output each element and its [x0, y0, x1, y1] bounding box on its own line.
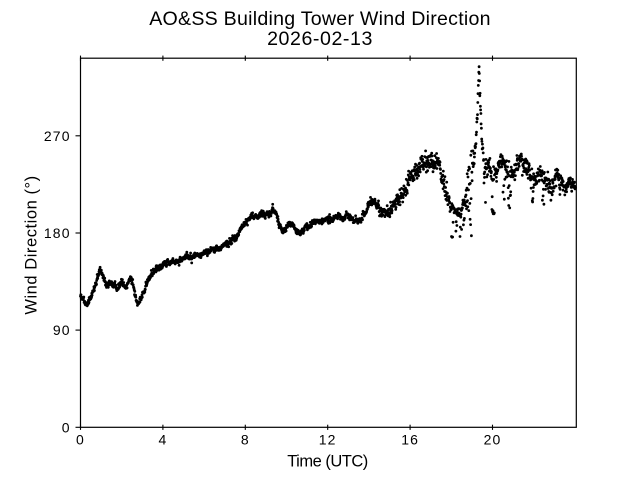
svg-text:180: 180	[44, 225, 71, 241]
svg-text:90: 90	[53, 322, 71, 338]
svg-text:12: 12	[319, 432, 337, 448]
svg-text:Time (UTC): Time (UTC)	[287, 453, 368, 471]
svg-text:0: 0	[76, 432, 85, 448]
svg-text:270: 270	[44, 128, 71, 144]
svg-text:4: 4	[158, 432, 167, 448]
svg-text:AO&SS Building Tower Wind Dire: AO&SS Building Tower Wind Direction	[149, 8, 491, 30]
svg-text:8: 8	[241, 432, 250, 448]
svg-text:16: 16	[401, 432, 419, 448]
svg-text:2026-02-13: 2026-02-13	[267, 28, 373, 50]
svg-text:Wind Direction (°): Wind Direction (°)	[23, 175, 41, 314]
svg-text:20: 20	[484, 432, 502, 448]
svg-text:0: 0	[62, 419, 71, 435]
